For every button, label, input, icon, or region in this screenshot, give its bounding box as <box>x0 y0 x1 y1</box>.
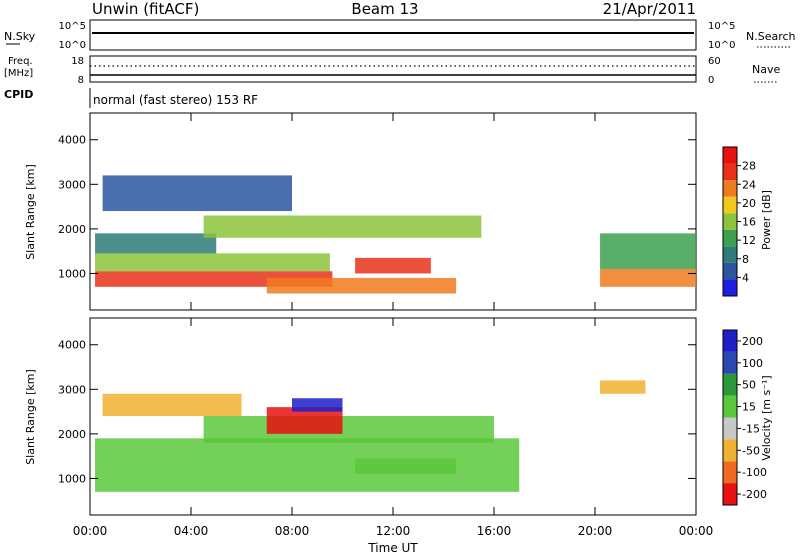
velocity-colorbar-swatch <box>723 439 737 462</box>
velocity-region-5 <box>600 380 646 394</box>
velocity-region-1 <box>203 416 494 443</box>
nave-tick-bottom: 0 <box>708 75 714 86</box>
nsearch-tick-top: 10^5 <box>708 21 735 32</box>
power-region-6 <box>600 268 696 287</box>
power-colorbar-tick: 8 <box>742 253 749 266</box>
power-region-1 <box>95 253 330 272</box>
nsky-tick-bottom: 10^0 <box>59 40 86 51</box>
power-ytick-label: 4000 <box>58 134 86 147</box>
velocity-colorbar-swatch <box>723 417 737 440</box>
power-region-4 <box>266 277 457 294</box>
velocity-colorbar-tick: -50 <box>742 444 760 457</box>
nave-tick-top: 60 <box>708 56 721 67</box>
power-colorbar-swatch <box>723 147 737 164</box>
power-ytick-label: 3000 <box>58 178 86 191</box>
power-colorbar: 4 8 12 16 20 24 28 Power [dB] <box>722 146 773 297</box>
power-colorbar-swatch <box>723 246 737 263</box>
power-colorbar-swatch <box>723 262 737 280</box>
power-region-7 <box>600 233 696 269</box>
velocity-colorbar-swatch <box>723 461 737 484</box>
x-tick-label: 20:00 <box>578 524 613 538</box>
power-panel: 1000 2000 3000 4000 Slant Range [km] <box>24 112 697 311</box>
velocity-region-4 <box>292 398 343 412</box>
velocity-colorbar: 200 100 50 15 -15 -50 -100 -200 Velocity [m s⁻¹… <box>722 329 773 506</box>
power-colorbar-tick: 12 <box>742 234 756 247</box>
power-colorbar-swatch <box>723 196 737 214</box>
velocity-colorbar-swatch <box>723 483 737 505</box>
x-tick-label: 12:00 <box>376 524 411 538</box>
date-title: 21/Apr/2011 <box>603 0 696 18</box>
freq-tick-bottom: 8 <box>78 75 84 86</box>
velocity-colorbar-tick: -100 <box>742 466 767 479</box>
nsky-panel: N.Sky 10^5 10^0 10^5 10^0 N.Search <box>4 19 796 51</box>
x-tick-label: 00:00 <box>73 524 108 538</box>
power-colorbar-tick: 4 <box>742 271 749 284</box>
power-colorbar-swatch <box>723 213 737 230</box>
power-ylabel: Slant Range [km] <box>24 164 37 260</box>
x-tick-label: 16:00 <box>477 524 512 538</box>
velocity-colorbar-swatch <box>723 395 737 418</box>
velocity-region-3 <box>355 458 457 474</box>
x-tick-label: 04:00 <box>174 524 209 538</box>
nsky-label: N.Sky <box>4 30 36 43</box>
x-tick-label: 08:00 <box>275 524 310 538</box>
velocity-colorbar-label: Velocity [m s⁻¹] <box>760 375 773 460</box>
power-colorbar-swatch <box>723 279 737 296</box>
velocity-ylabel: Slant Range [km] <box>24 369 37 465</box>
power-region-8 <box>102 175 292 212</box>
velocity-panel: 1000 2000 3000 4000 Slant Range [km] <box>24 317 697 516</box>
freq-tick-top: 18 <box>71 56 84 67</box>
power-colorbar-tick: 28 <box>742 160 756 173</box>
velocity-ytick-label: 3000 <box>58 383 86 396</box>
freq-label: Freq. <box>8 56 33 67</box>
power-colorbar-swatch <box>723 163 737 181</box>
power-colorbar-label: Power [dB] <box>760 190 773 250</box>
power-ytick-label: 1000 <box>58 267 86 280</box>
power-colorbar-tick: 16 <box>742 216 756 229</box>
nsearch-tick-bottom: 10^0 <box>708 40 735 51</box>
velocity-colorbar-tick: 15 <box>742 401 756 414</box>
velocity-colorbar-swatch <box>723 373 737 396</box>
power-ytick-label: 2000 <box>58 223 86 236</box>
beam-title: Beam 13 <box>351 0 418 18</box>
velocity-colorbar-tick: -200 <box>742 488 767 501</box>
nave-label: Nave <box>752 63 780 76</box>
power-region-2 <box>95 233 217 254</box>
power-colorbar-swatch <box>723 180 737 197</box>
velocity-ytick-label: 4000 <box>58 339 86 352</box>
cpid-label: CPID <box>4 88 33 101</box>
velocity-colorbar-tick: 50 <box>742 379 756 392</box>
velocity-colorbar-swatch <box>723 351 737 374</box>
velocity-region-6 <box>102 393 242 417</box>
power-colorbar-tick: 20 <box>742 197 756 210</box>
velocity-colorbar-tick: 100 <box>742 357 763 370</box>
velocity-colorbar-tick: 200 <box>742 335 763 348</box>
power-colorbar-tick: 24 <box>742 178 756 191</box>
power-region-5 <box>355 257 431 274</box>
power-region-3 <box>203 215 482 238</box>
velocity-colorbar-tick: -15 <box>742 422 760 435</box>
freq-unit: [MHz] <box>4 68 33 79</box>
x-axis-label: Time UT <box>367 541 418 554</box>
nsky-tick-top: 10^5 <box>59 21 86 32</box>
cpid-text: normal (fast stereo) 153 RF <box>93 93 258 107</box>
freq-panel: Freq. [MHz] 18 8 60 0 Nave <box>4 55 780 86</box>
station-title: Unwin (fitACF) <box>92 0 199 18</box>
x-tick-label: 00:00 <box>679 524 714 538</box>
velocity-colorbar-swatch <box>723 330 737 352</box>
nsearch-label: N.Search <box>746 30 796 43</box>
power-colorbar-swatch <box>723 229 737 247</box>
velocity-ytick-label: 1000 <box>58 472 86 485</box>
velocity-ytick-label: 2000 <box>58 428 86 441</box>
